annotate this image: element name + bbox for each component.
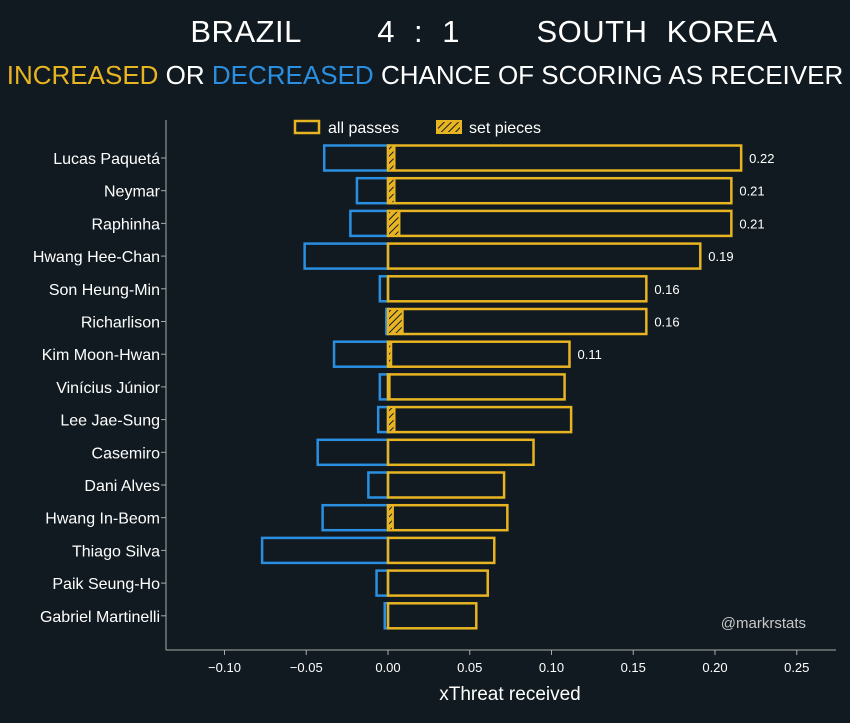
data-label: 0.16 [654,315,679,330]
bar-decrease [355,176,390,205]
data-label: 0.21 [739,184,764,199]
legend-label-all-passes: all passes [328,120,399,137]
bar-decrease [321,503,390,532]
bar-set-pieces [387,340,393,368]
chart-title: BRAZIL 4 : 1 SOUTH KOREA [190,14,778,49]
x-tick-label: 0.10 [539,660,564,675]
bar-decrease [332,340,390,368]
y-tick-label: Vinícius Júnior [56,380,160,397]
bar-decrease [303,242,390,270]
bar-decrease [376,405,390,434]
x-axis-label: xThreat received [439,684,581,705]
bar-increase [386,275,648,303]
bar-increase [386,144,743,172]
data-label: 0.11 [577,347,601,362]
bar-increase [386,209,733,238]
y-tick-label: Hwang Hee-Chan [33,249,160,266]
x-tick-label: −0.10 [208,660,241,675]
x-tick-label: 0.20 [702,660,727,675]
subtitle-increased: INCREASED [6,60,159,90]
bar-increase [386,503,509,532]
y-tick-label: Richarlison [81,315,160,332]
bar-decrease [322,144,390,172]
chart-subtitle: INCREASED OR DECREASED CHANCE OF SCORING… [0,60,850,91]
bar-set-pieces [387,308,404,335]
y-tick-label: Hwang In-Beom [45,511,160,528]
data-label: 0.16 [654,282,679,297]
bar-increase [386,438,535,467]
y-tick-label: Thiago Silva [72,543,160,560]
data-label: 0.22 [749,151,774,166]
data-label: 0.19 [708,249,733,264]
x-tick-label: 0.00 [375,660,400,675]
bar-increase [386,176,733,205]
x-tick-label: −0.05 [290,660,323,675]
x-tick-label: 0.15 [621,660,646,675]
bar-increase [386,242,702,270]
bar-increase [386,536,496,565]
bar-set-pieces [387,177,396,205]
bar-decrease [260,536,390,565]
legend-swatch-set-pieces [436,120,462,134]
y-tick-label: Kim Moon-Hwan [42,347,160,364]
subtitle-rest: CHANCE OF SCORING AS RECEIVER [373,60,844,90]
bar-set-pieces [387,373,391,401]
bar-increase [386,569,489,597]
bar-decrease [349,209,390,238]
subtitle-or: OR [158,60,212,90]
bar-increase [386,373,566,401]
y-tick-label: Lee Jae-Sung [60,413,160,430]
bar-increase [386,405,573,434]
bar-set-pieces [387,406,396,434]
bar-increase [386,602,478,630]
bar-increase [386,471,506,499]
y-tick-label: Neymar [104,184,161,201]
x-tick-label: 0.05 [457,660,482,675]
bar-set-pieces [387,504,394,532]
watermark: @markrstats [721,615,806,632]
bar-decrease [367,471,390,499]
legend-swatch-all-passes [293,119,321,135]
legend: all passes set pieces [293,119,541,137]
x-tick-label: 0.25 [784,660,809,675]
legend-label-set-pieces: set pieces [469,120,541,137]
y-tick-label: Lucas Paquetá [53,151,160,168]
bar-decrease [375,569,390,597]
bar-decrease [316,438,390,467]
y-tick-label: Son Heung-Min [49,282,160,299]
bar-set-pieces [387,209,401,237]
y-tick-label: Casemiro [92,445,161,462]
subtitle-decreased: DECREASED [211,60,374,90]
bar-increase [386,340,571,368]
data-label: 0.21 [739,216,764,231]
bar-increase [386,307,648,336]
bar-set-pieces [387,144,396,172]
y-tick-label: Gabriel Martinelli [40,609,160,626]
y-tick-label: Paik Seung-Ho [52,576,160,593]
y-tick-label: Raphinha [92,216,161,233]
y-tick-label: Dani Alves [84,478,160,495]
